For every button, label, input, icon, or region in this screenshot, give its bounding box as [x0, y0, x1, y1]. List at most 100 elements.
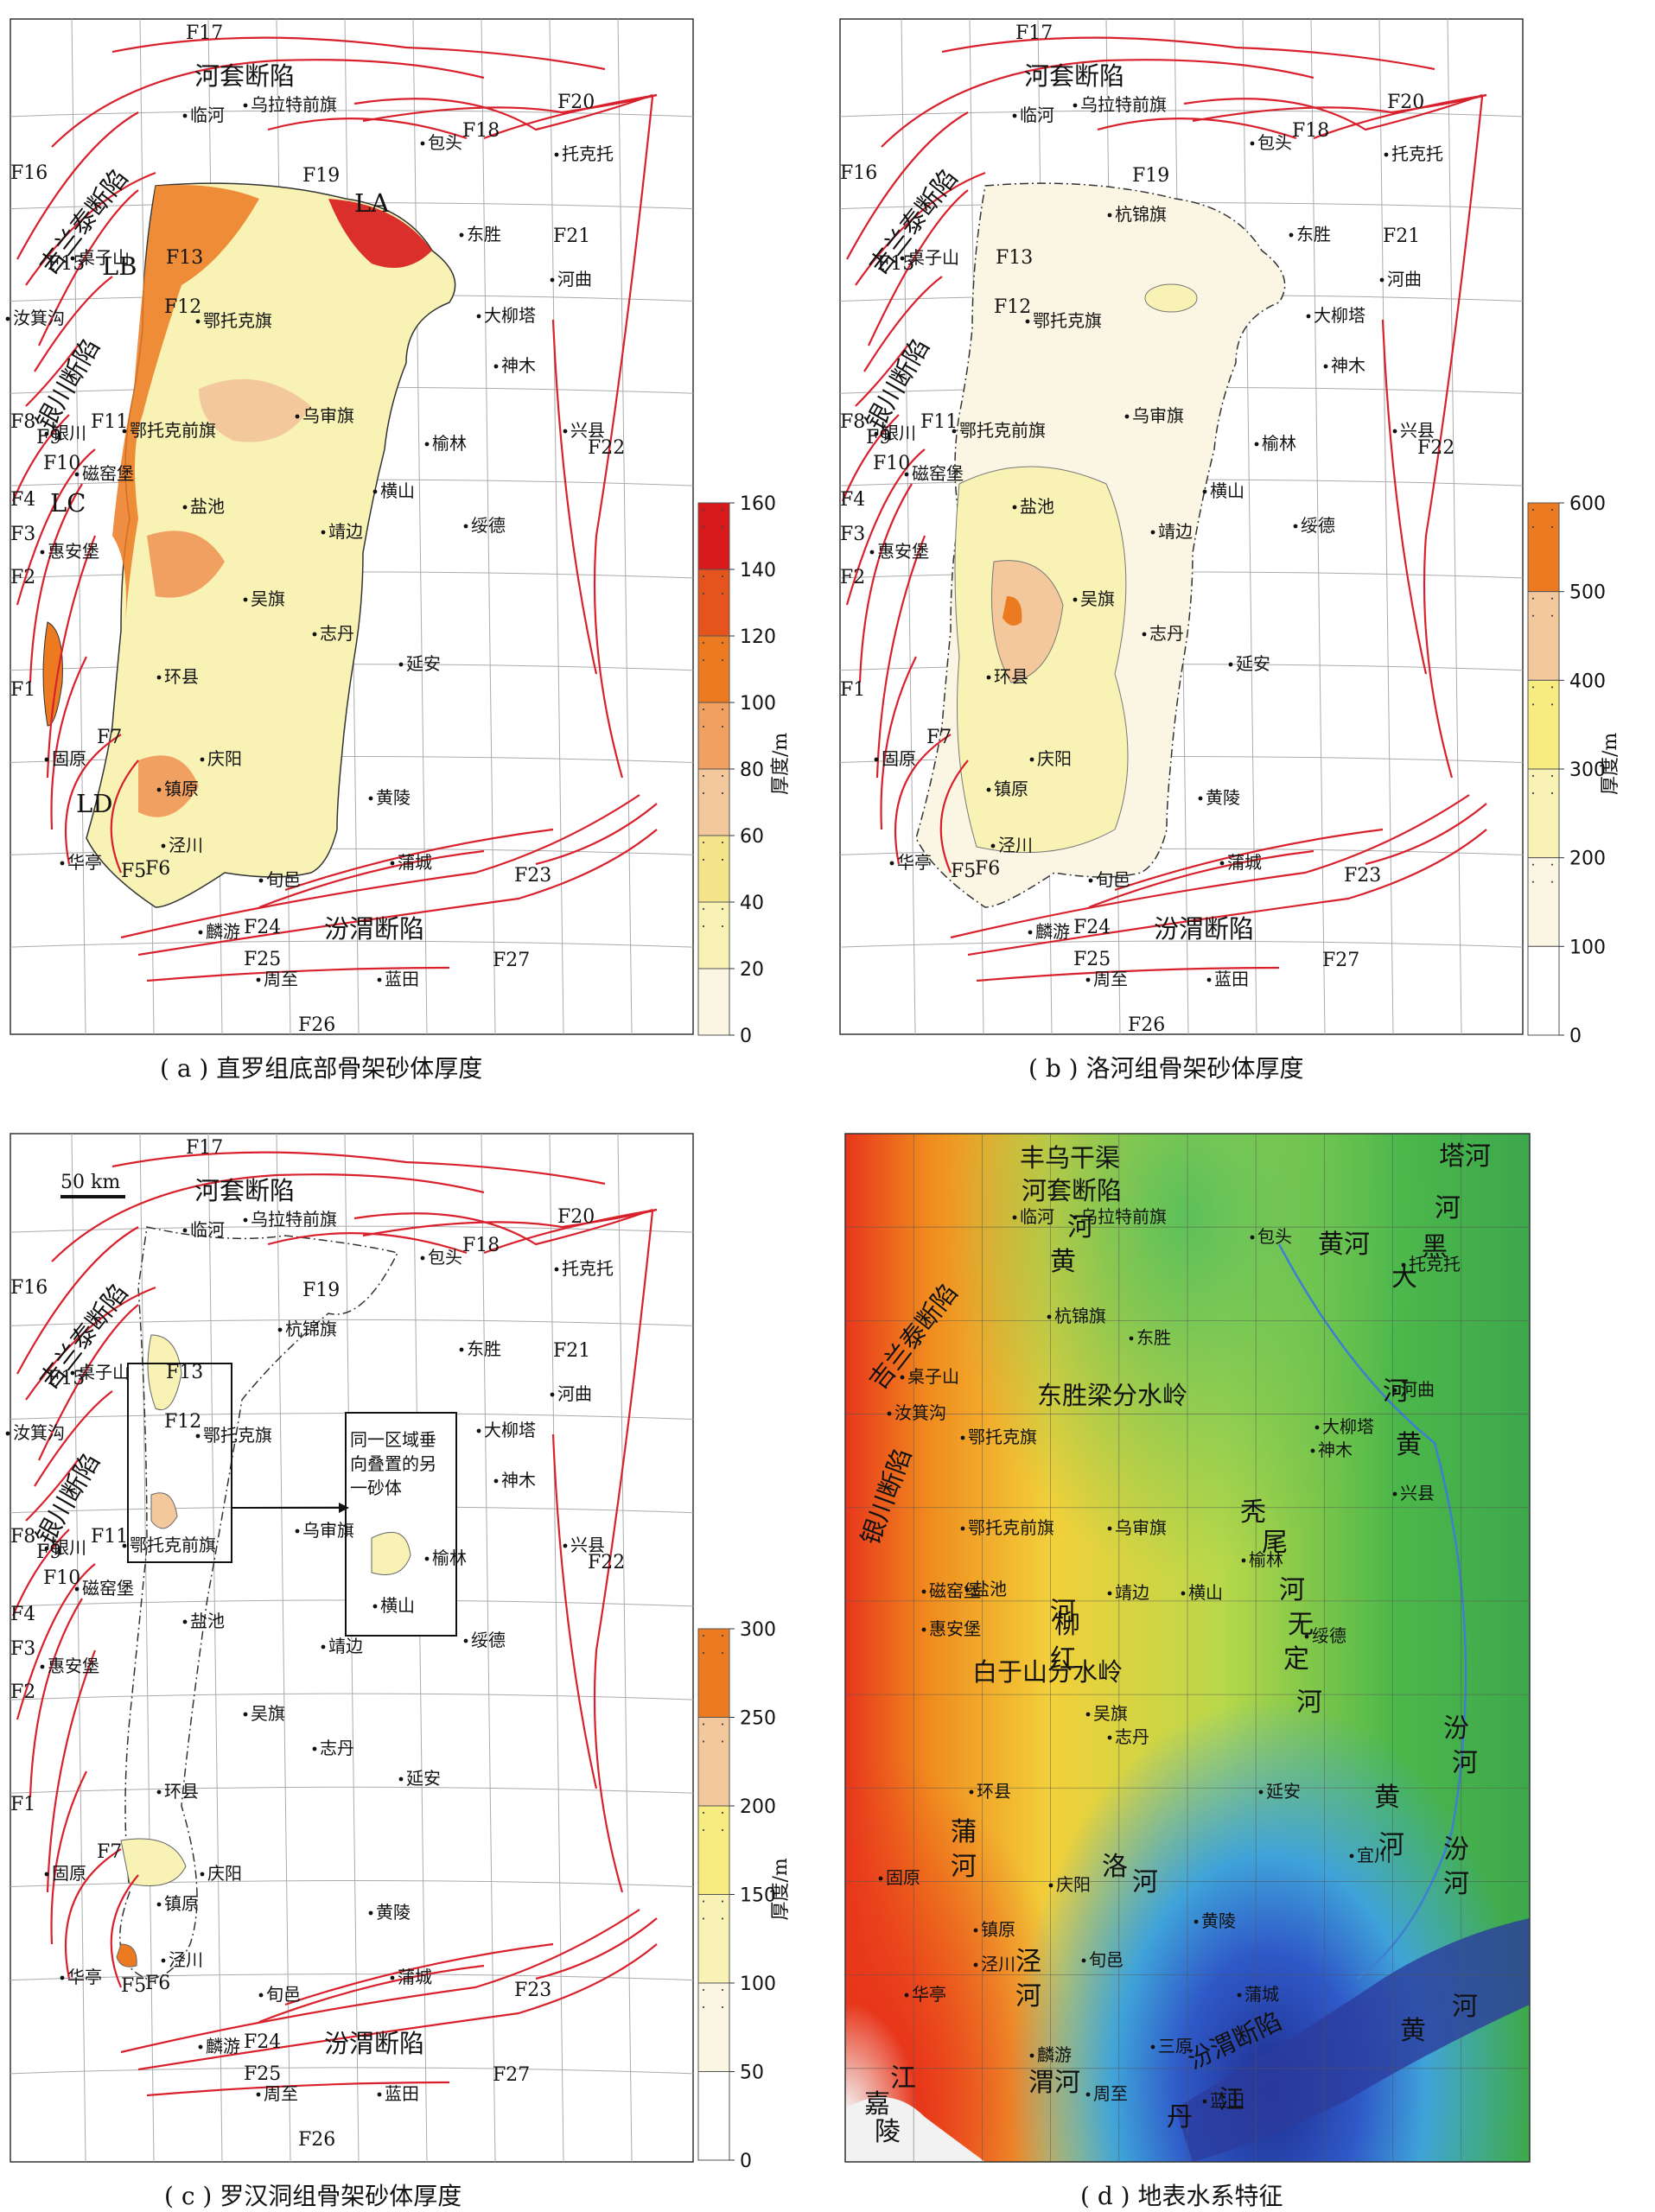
city-dot	[5, 1431, 10, 1436]
city-dot	[161, 843, 166, 849]
legend-stipple	[1550, 525, 1554, 529]
fault-label: F16	[840, 162, 877, 184]
city-dot	[921, 1589, 926, 1594]
legend-stipple	[702, 1740, 705, 1743]
panel-a-labels: 河套断陷吉兰泰断陷银川断陷汾渭断陷F1F2F3F4F5F6F7F8F9F10F1…	[5, 22, 625, 1036]
city-label: 延安	[406, 653, 441, 674]
city-label: 惠安堡	[877, 541, 929, 562]
fault-label: F23	[514, 1980, 551, 2001]
river-yellow	[1277, 1243, 1467, 1980]
fault-line	[146, 2081, 450, 2097]
city-label: 河曲	[1387, 269, 1422, 289]
city-label: 宜川	[1357, 1845, 1391, 1866]
city-dot	[390, 861, 395, 866]
fault-label: F23	[1344, 865, 1381, 887]
city-dot	[1081, 1958, 1086, 1963]
city-dot	[200, 757, 205, 762]
legend-tick-label: 0	[740, 2151, 752, 2172]
city-dot	[990, 843, 996, 849]
legend-tick-label: 600	[1569, 493, 1606, 515]
city-label: 兴县	[1400, 1483, 1435, 1503]
legend-stipple	[721, 907, 724, 911]
city-label: 蓝田	[385, 2083, 419, 2104]
city-label: 志丹	[320, 1738, 354, 1758]
city-dot	[161, 1958, 166, 1963]
legend-stipple	[1531, 880, 1535, 883]
fault-label: F1	[10, 679, 35, 701]
city-label: 固原	[52, 1863, 86, 1884]
river-label: 塔河	[1439, 1141, 1491, 1172]
city-dot	[256, 2092, 261, 2097]
legend-stipple	[1531, 703, 1535, 706]
fault-label: F3	[10, 1638, 35, 1660]
panel-b-map: 河套断陷 吉兰泰断陷 银川断陷 汾渭断陷 F1 F2 F3 F4 F5 F6 F7 F8 F9 F10 F1…	[830, 0, 1655, 1083]
fault-label: F8	[10, 411, 35, 433]
legend-unit: 厚度/m	[770, 1858, 792, 1920]
city-dot	[1150, 530, 1155, 535]
fault-label: F27	[1322, 950, 1359, 971]
callout-box	[345, 1412, 457, 1637]
city-label: 旬邑	[266, 869, 301, 890]
city-label: 周至	[1093, 2083, 1128, 2104]
city-label: 镇原	[981, 1919, 1015, 1940]
city-label: 黄陵	[1201, 1910, 1236, 1931]
river-label: 河	[1452, 1748, 1478, 1778]
fault-line	[353, 1208, 653, 1246]
fault-label: F3	[840, 524, 865, 545]
city-dot	[1029, 757, 1034, 762]
panel-c-faults	[11, 1151, 658, 2097]
sand-thickness-mid	[199, 378, 311, 442]
legend-stipple	[702, 1811, 705, 1815]
fault-label: F11	[91, 1526, 128, 1548]
city-dot	[869, 550, 875, 555]
legend-swatch	[697, 1717, 730, 1807]
fault-label: F20	[1387, 92, 1424, 113]
legend-stipple	[1531, 614, 1535, 617]
city-dot	[243, 597, 248, 602]
fault-label: F13	[996, 247, 1033, 269]
fault-label: F1	[10, 1794, 35, 1815]
city-label: 临河	[190, 1219, 225, 1240]
city-dot	[1250, 141, 1255, 146]
city-label: 鄂托克前旗	[959, 420, 1046, 441]
structure-label-hetao: 河套断陷	[194, 61, 295, 91]
legend-tick-label: 500	[1569, 582, 1606, 604]
legend-stipple	[702, 592, 705, 595]
city-dot	[1392, 1491, 1397, 1497]
fault-label: F6	[975, 858, 1000, 880]
city-dot	[156, 675, 162, 680]
panel-b-faults	[841, 36, 1487, 982]
fault-label: F27	[493, 950, 530, 971]
city-label: 乌审旗	[302, 405, 354, 426]
grid-parallel	[10, 2067, 694, 2075]
river-label: 尾	[1262, 1528, 1288, 1558]
city-dot	[195, 1433, 201, 1439]
city-dot	[1012, 505, 1017, 510]
city-label: 延安	[1266, 1781, 1301, 1802]
city-label: 环县	[164, 666, 199, 687]
city-dot	[243, 103, 248, 108]
fault-line	[25, 171, 156, 286]
legend-stipple	[721, 658, 724, 662]
fault-line	[267, 1232, 468, 1255]
city-dot	[1129, 1336, 1134, 1341]
legend-stipple	[721, 641, 724, 645]
legend-stipple	[721, 2005, 724, 2009]
city-label: 银川	[52, 1537, 86, 1558]
fault-label: F9	[36, 1541, 61, 1563]
city-label: 靖边	[1158, 521, 1193, 542]
legend-stipple	[702, 725, 705, 728]
legend-tick-label: 200	[1569, 849, 1606, 870]
fault-label: F21	[553, 226, 590, 247]
city-label: 东胜	[467, 1338, 501, 1359]
fault-label: F17	[1015, 22, 1053, 44]
city-dot	[1012, 113, 1017, 118]
legend-stipple	[1550, 508, 1554, 512]
river-label: 黄	[1396, 1430, 1422, 1460]
legend-swatch	[697, 1982, 730, 2072]
fault-line	[16, 1563, 96, 1720]
city-dot	[1219, 861, 1225, 866]
map-frame	[10, 1133, 694, 2163]
city-label: 汝箕沟	[894, 1402, 946, 1423]
city-dot	[554, 152, 559, 157]
